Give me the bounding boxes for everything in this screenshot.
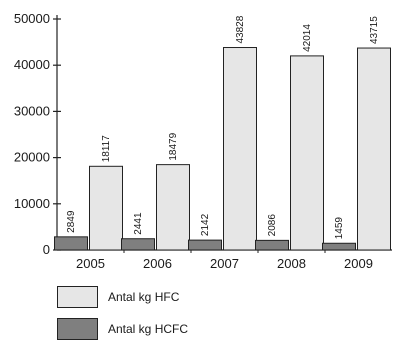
data-label: 2441 [133, 212, 144, 235]
x-tick-label: 2005 [76, 256, 105, 271]
data-label: 42014 [302, 24, 313, 52]
data-label: 1459 [334, 217, 345, 240]
y-tick-label: 30000 [14, 103, 50, 118]
data-label: 2142 [200, 213, 211, 236]
bar-hfc [290, 55, 324, 251]
bar-hcfc [255, 239, 289, 251]
y-tick-label: 20000 [14, 150, 50, 165]
x-tick-label: 2008 [277, 256, 306, 271]
legend-item-hfc: Antal kg HFC [57, 286, 179, 308]
legend-label-hfc: Antal kg HFC [108, 290, 180, 304]
y-tick-label: 40000 [14, 57, 50, 72]
bar-hfc [89, 165, 123, 251]
data-label: 2086 [267, 214, 278, 237]
data-label: 43715 [369, 16, 380, 44]
legend-item-hcfc: Antal kg HCFC [57, 318, 188, 340]
bars [54, 47, 391, 251]
data-label: 18479 [168, 132, 179, 160]
legend-label-hcfc: Antal kg HCFC [108, 322, 189, 336]
x-tick-label: 2006 [143, 256, 172, 271]
bar-hcfc [322, 242, 356, 251]
data-label: 18117 [101, 135, 112, 163]
data-label: 2849 [66, 210, 77, 233]
y-axis: 0 10000 20000 30000 40000 50000 [14, 11, 61, 257]
bar-hcfc [121, 238, 155, 251]
data-label: 43828 [235, 15, 246, 43]
y-tick-label: 10000 [14, 196, 50, 211]
bar-hfc [357, 47, 391, 251]
bar-hfc [156, 164, 190, 251]
bar-hcfc [54, 236, 88, 251]
bar-hcfc [188, 239, 222, 251]
y-tick-label: 0 [43, 242, 50, 257]
x-tick-label: 2009 [344, 256, 373, 271]
x-tick-label: 2007 [210, 256, 239, 271]
legend-swatch-hfc [57, 286, 98, 308]
x-axis: 2005 2006 2007 2008 2009 [57, 247, 392, 271]
data-labels: 2849 18117 2441 18479 2142 43828 2086 42014 1459… [66, 15, 380, 239]
y-tick-label: 50000 [14, 11, 50, 26]
bar-hfc [223, 47, 257, 251]
legend-swatch-hcfc [57, 318, 98, 340]
